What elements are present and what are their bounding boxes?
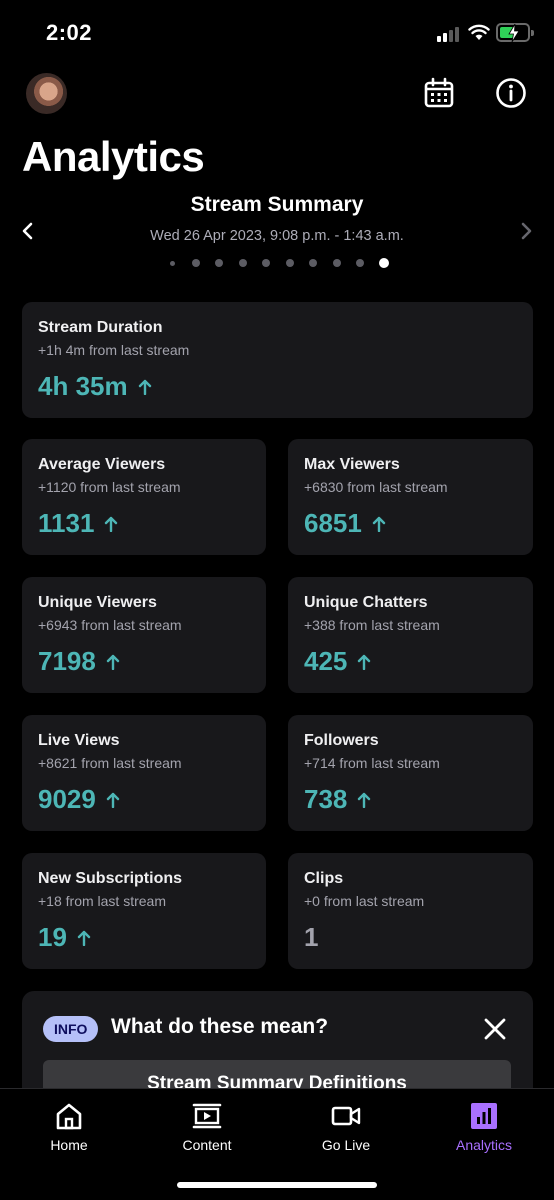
- stat-card-title: Clips: [304, 870, 344, 887]
- stat-card: Followers +714 from last stream 738: [288, 715, 533, 831]
- page-dot[interactable]: [309, 259, 317, 267]
- stat-card-title: New Subscriptions: [38, 870, 183, 887]
- tab-label: Home: [50, 1137, 88, 1153]
- status-time: 2:02: [46, 20, 93, 45]
- stat-card-value: 6851: [304, 508, 386, 539]
- trend-up-icon: [358, 654, 371, 670]
- page-dot[interactable]: [215, 259, 223, 267]
- stat-value-text: 1131: [38, 508, 95, 538]
- trend-up-icon: [372, 516, 386, 532]
- stat-card-title: Live Views: [38, 732, 120, 749]
- stat-card-value: 738: [304, 784, 371, 815]
- stat-value-text: 7198: [38, 646, 96, 676]
- tab-content[interactable]: Content: [138, 1089, 276, 1169]
- status-bar: 2:02: [0, 0, 554, 66]
- stat-card: Clips +0 from last stream 1: [288, 853, 533, 969]
- battery-icon: [496, 23, 534, 42]
- next-stream-button[interactable]: [516, 220, 536, 242]
- stat-card-value: 1131: [38, 508, 118, 539]
- previous-stream-button[interactable]: [18, 220, 38, 242]
- analytics-icon: [471, 1103, 497, 1129]
- trend-up-icon: [106, 792, 120, 808]
- stat-value-text: 738: [304, 784, 348, 814]
- calendar-icon[interactable]: [423, 77, 455, 109]
- go-live-icon: [331, 1106, 361, 1126]
- trend-up-icon: [77, 930, 91, 946]
- stat-card-title: Max Viewers: [304, 456, 400, 473]
- stat-card: Average Viewers +1120 from last stream 113…: [22, 439, 266, 555]
- stat-card-change: +388 from last stream: [304, 617, 440, 633]
- page-dot[interactable]: [169, 260, 175, 266]
- home-indicator: [177, 1182, 377, 1188]
- info-icon[interactable]: [495, 77, 527, 109]
- summary-date: Wed 26 Apr 2023, 9:08 p.m. - 1:43 a.m.: [150, 228, 404, 244]
- stat-card-title: Followers: [304, 732, 379, 749]
- info-badge: INFO: [43, 1016, 99, 1042]
- close-icon[interactable]: [483, 1017, 507, 1041]
- stat-card-change: +6830 from last stream: [304, 479, 448, 495]
- stat-card-value: 7198: [38, 646, 120, 677]
- stat-value-text: 1: [304, 922, 319, 952]
- avatar[interactable]: [26, 73, 67, 114]
- stat-card: Live Views +8621 from last stream 9029: [22, 715, 266, 831]
- stat-card: Unique Chatters +388 from last stream 425: [288, 577, 533, 693]
- page-dot[interactable]: [262, 259, 270, 267]
- content-icon: [192, 1103, 222, 1129]
- stat-card: Stream Duration +1h 4m from last stream 4h…: [22, 302, 533, 418]
- trend-up-icon: [106, 654, 120, 670]
- stat-card: New Subscriptions +18 from last stream 19: [22, 853, 266, 969]
- stat-value-text: 6851: [304, 508, 362, 538]
- wifi-icon: [468, 24, 490, 40]
- stat-card-value: 4h 35m: [38, 371, 152, 402]
- stat-card-change: +714 from last stream: [304, 755, 440, 771]
- page-dot[interactable]: [191, 259, 200, 267]
- page-dot[interactable]: [238, 259, 247, 267]
- tab-label: Analytics: [455, 1137, 513, 1153]
- stat-card: Unique Viewers +6943 from last stream 7198: [22, 577, 266, 693]
- stat-card-title: Stream Duration: [38, 319, 163, 336]
- tab-label: Go Live: [321, 1137, 371, 1153]
- page-dot[interactable]: [285, 259, 294, 267]
- stat-card-value: 425: [304, 646, 371, 677]
- stat-card-change: +0 from last stream: [304, 893, 425, 909]
- stat-card-value: 1: [304, 922, 318, 953]
- stat-card-change: +8621 from last stream: [38, 755, 182, 771]
- page-dot[interactable]: [332, 259, 341, 267]
- trend-up-icon: [358, 792, 371, 808]
- stat-value-text: 19: [38, 922, 67, 952]
- stat-card-title: Average Viewers: [38, 456, 166, 473]
- trend-up-icon: [105, 516, 118, 532]
- page-dot[interactable]: [378, 258, 389, 268]
- stat-card: Max Viewers +6830 from last stream 6851: [288, 439, 533, 555]
- stat-value-text: 4h 35m: [38, 371, 128, 401]
- tab-go-live[interactable]: Go Live: [277, 1089, 415, 1169]
- summary-title: Stream Summary: [190, 193, 364, 216]
- trend-up-icon: [138, 379, 151, 395]
- stat-value-text: 9029: [38, 784, 96, 814]
- tab-analytics[interactable]: Analytics: [415, 1089, 553, 1169]
- stat-card-change: +6943 from last stream: [38, 617, 182, 633]
- stat-card-title: Unique Viewers: [38, 594, 157, 611]
- stat-card-change: +1120 from last stream: [38, 479, 181, 495]
- home-icon: [56, 1103, 82, 1130]
- page-title: Analytics: [22, 133, 205, 180]
- page-dot[interactable]: [356, 259, 364, 267]
- stat-value-text: 425: [304, 646, 348, 676]
- stat-card-title: Unique Chatters: [304, 594, 428, 611]
- stat-card-value: 19: [38, 922, 91, 953]
- info-heading: What do these mean?: [111, 1015, 329, 1038]
- stat-card-change: +18 from last stream: [38, 893, 166, 909]
- tab-home[interactable]: Home: [0, 1089, 138, 1169]
- cellular-signal-icon: [437, 26, 461, 42]
- stat-card-value: 9029: [38, 784, 120, 815]
- tab-label: Content: [182, 1137, 232, 1153]
- stat-card-change: +1h 4m from last stream: [38, 342, 190, 358]
- tab-bar: Home Content Go Live Analytics: [0, 1088, 554, 1200]
